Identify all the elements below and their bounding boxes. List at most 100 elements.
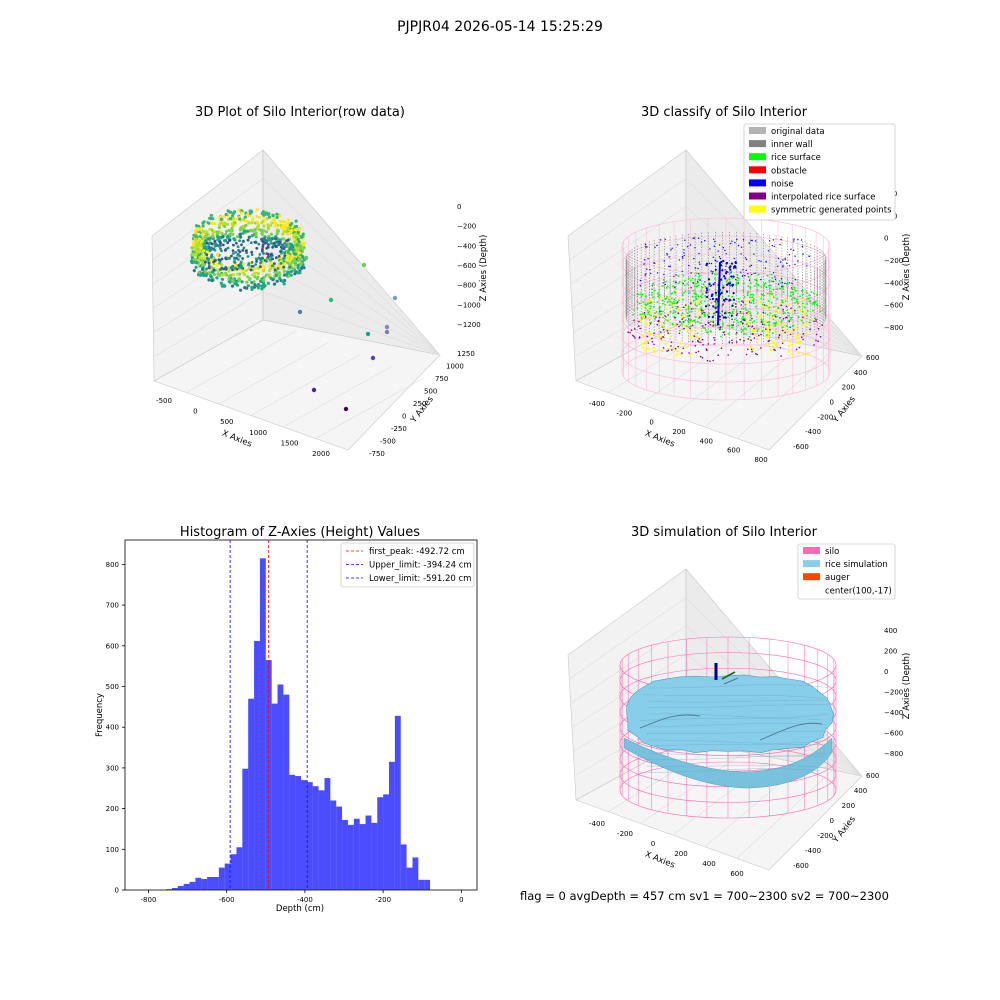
histogram-bar <box>289 774 296 890</box>
interpolated-surface-point <box>731 339 733 342</box>
raw-point <box>262 224 266 228</box>
symmetric-generated-point <box>652 347 655 350</box>
noise-point <box>777 265 779 267</box>
raw-point <box>282 230 286 234</box>
interpolated-surface-point <box>691 324 694 327</box>
rice-surface-point <box>749 319 751 322</box>
noise-point <box>740 253 742 255</box>
rice-surface-point <box>737 279 739 282</box>
rice-surface-point <box>776 288 779 290</box>
raw-point <box>261 250 264 253</box>
rice-surface-point <box>680 314 683 317</box>
symmetric-generated-point <box>787 339 790 343</box>
raw-point <box>285 254 289 258</box>
raw-z-tick: −600 <box>457 262 476 270</box>
rice-surface-point <box>692 307 694 310</box>
rice-surface-point <box>636 300 639 303</box>
rice-surface-point <box>690 279 692 282</box>
rice-surface-point <box>687 308 690 310</box>
rice-surface-point <box>757 328 760 330</box>
simulation-legend-swatch <box>803 560 820 568</box>
raw-point <box>273 268 277 272</box>
noise-point <box>690 272 692 274</box>
rice-surface-point <box>762 294 765 297</box>
raw-point <box>247 235 251 239</box>
interpolated-surface-point <box>720 347 723 350</box>
noise-point <box>742 269 744 271</box>
interpolated-surface-point <box>701 357 704 359</box>
raw-3d-axes <box>151 149 441 451</box>
rice-surface-point <box>683 279 686 282</box>
raw-point <box>220 283 224 288</box>
rice-surface-point <box>690 325 692 327</box>
interpolated-surface-point <box>739 311 742 313</box>
raw-point <box>245 251 249 255</box>
grid-line <box>573 263 687 333</box>
rice-surface-point <box>752 300 755 303</box>
histogram-bar <box>347 824 354 890</box>
rice-surface-point <box>722 324 725 326</box>
rice-surface-point <box>688 311 691 313</box>
interpolated-surface-point <box>660 331 662 333</box>
rice-surface-point <box>672 285 674 288</box>
grid-line <box>262 234 441 356</box>
noise-point <box>793 249 795 251</box>
rice-mesh-line <box>640 768 821 773</box>
noise-point <box>646 268 648 270</box>
rice-surface-point <box>717 326 720 329</box>
raw-point <box>202 229 206 233</box>
rice-mesh-line <box>648 684 829 689</box>
symmetric-generated-point <box>643 340 647 343</box>
raw-point <box>217 226 221 230</box>
interpolated-surface-point <box>660 337 662 340</box>
interpolated-surface-point <box>802 338 804 341</box>
symmetric-generated-point <box>652 349 655 353</box>
raw-point <box>209 256 213 259</box>
raw-point <box>218 261 222 265</box>
rice-surface-point <box>737 298 740 300</box>
rice-surface-point <box>661 310 664 313</box>
rice-surface-point <box>793 286 796 289</box>
noise-cluster-point <box>720 278 723 281</box>
rice-surface-point <box>701 293 704 295</box>
symmetric-generated-point <box>769 315 773 318</box>
raw-point <box>231 273 236 277</box>
rice-surface-point <box>814 301 817 304</box>
raw-point <box>201 221 205 225</box>
symmetric-generated-point <box>695 335 698 338</box>
rice-mesh-line <box>649 713 830 718</box>
classify-legend-swatch <box>749 205 766 213</box>
rice-surface-point <box>801 302 804 305</box>
noise-point <box>777 283 780 285</box>
simulation-y-tick: -600 <box>793 862 809 870</box>
noise-cluster-point <box>731 304 734 307</box>
noise-point <box>682 282 684 285</box>
rice-surface-point <box>781 301 784 304</box>
rice-surface-point <box>655 311 658 313</box>
raw-point <box>210 221 214 226</box>
noise-point <box>754 272 756 274</box>
noise-cluster-point <box>725 290 729 293</box>
rice-surface-point <box>748 335 751 338</box>
raw-point <box>240 280 244 284</box>
interpolated-surface-point <box>651 337 653 340</box>
raw-point <box>250 250 254 254</box>
histogram-y-tick-label: 200 <box>106 805 119 813</box>
raw-point <box>281 279 285 283</box>
rice-surface-point <box>708 288 711 291</box>
rice-surface-point <box>814 317 816 319</box>
rice-surface-point <box>640 293 642 296</box>
raw-point <box>227 277 231 281</box>
rice-surface-point <box>780 320 782 323</box>
symmetric-generated-point <box>780 331 783 334</box>
rice-surface-point <box>763 285 765 287</box>
rice-surface-point <box>658 294 661 296</box>
interpolated-surface-point <box>656 323 659 326</box>
interpolated-surface-point <box>681 352 683 354</box>
raw-point <box>226 246 230 250</box>
raw-point <box>251 273 255 277</box>
symmetric-generated-point <box>690 328 693 332</box>
raw-point <box>238 239 242 243</box>
raw-outlier-point <box>392 295 398 301</box>
raw-point <box>224 257 228 261</box>
